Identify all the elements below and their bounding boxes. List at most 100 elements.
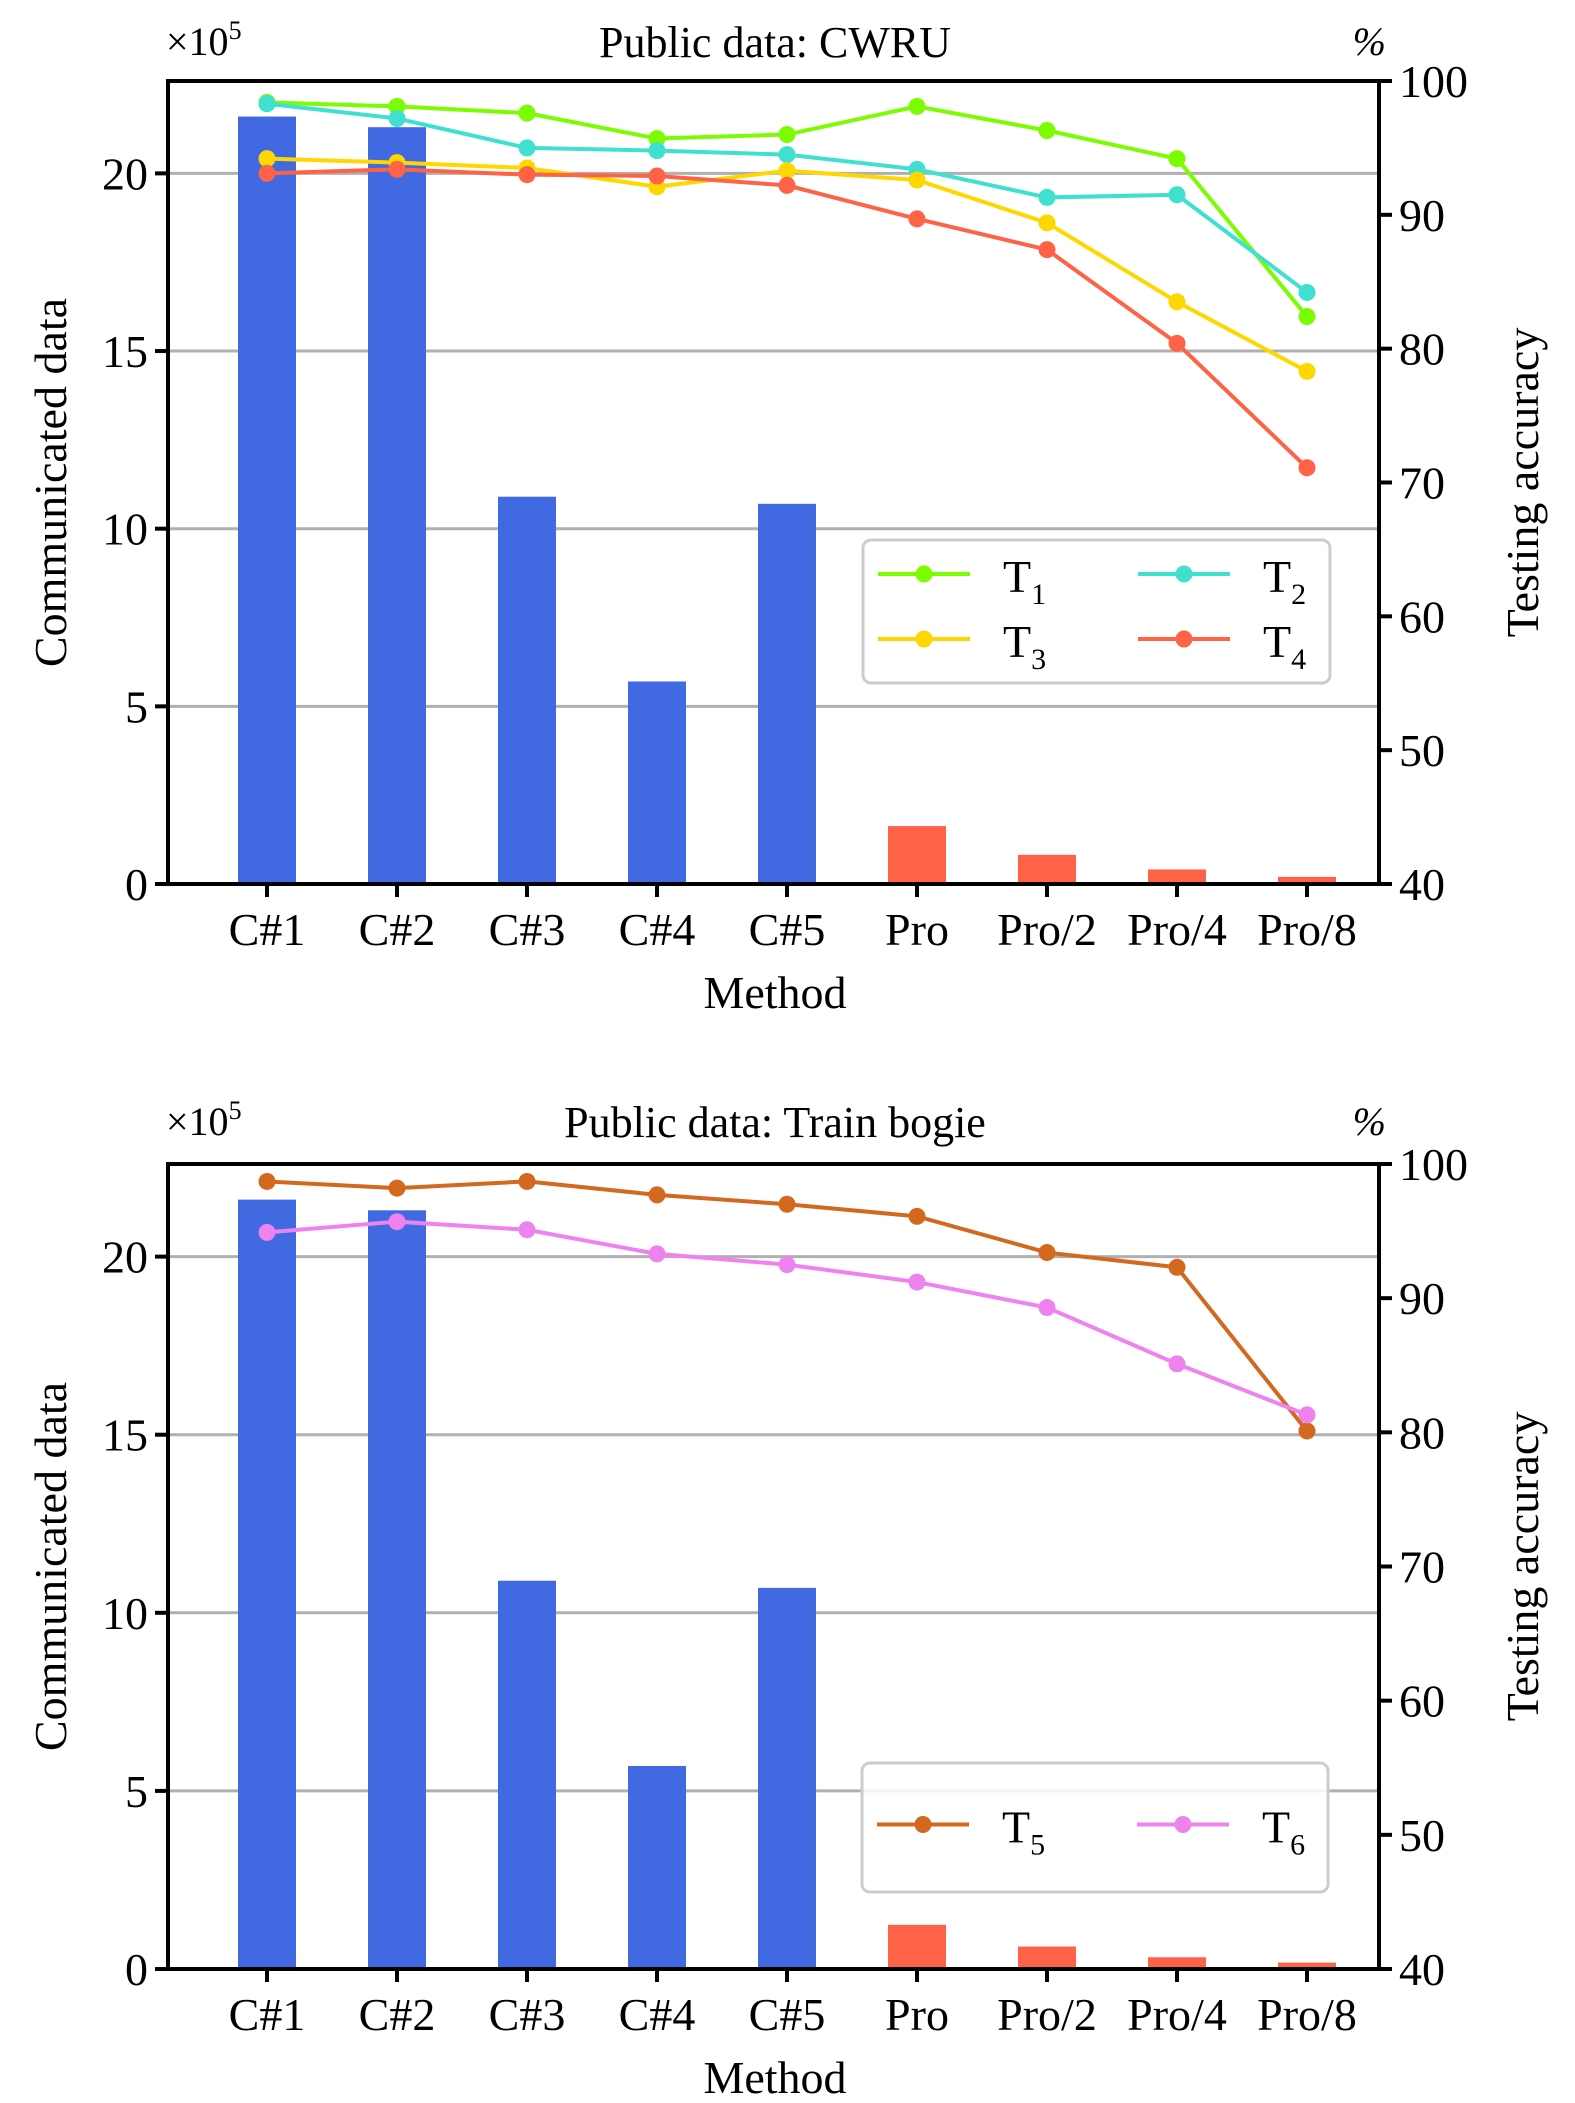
legend-label: T5	[1002, 1802, 1045, 1862]
point-t5-c-3	[518, 1172, 536, 1190]
point-t6-pro	[908, 1273, 926, 1291]
point-t1-c-4	[648, 130, 666, 148]
right-tick-label: 100	[1399, 1139, 1468, 1190]
point-t1-pro	[908, 97, 926, 115]
right-tick-label: 60	[1399, 1676, 1445, 1727]
legend-marker	[1174, 1816, 1192, 1833]
point-t5-c-1	[258, 1172, 276, 1190]
point-t5-pro	[908, 1207, 926, 1225]
legend-label-subscript: 3	[1031, 643, 1046, 676]
bar-pro-8	[1278, 1962, 1336, 1969]
right-tick-label: 80	[1399, 324, 1445, 375]
legend-label-subscript: 2	[1291, 578, 1306, 611]
x-tick-label: Pro/2	[997, 1989, 1097, 2040]
bars	[238, 1199, 1336, 1969]
legend: T5 T6	[860, 1761, 1330, 1894]
multiplier-exponent: 5	[229, 16, 242, 45]
x-axis-label: Method	[703, 967, 846, 1018]
point-t5-c-5	[778, 1195, 796, 1213]
point-t6-c-1	[258, 1223, 276, 1241]
axes: 0 5 10 15 20 40 50 60 70 80 90 100 C#1 C#2 C#3 C#4 C#5 Pr…	[102, 56, 1468, 955]
x-tick-label: Pro/8	[1257, 1989, 1357, 2040]
right-tick-label: 70	[1399, 458, 1445, 509]
right-tick-label: 60	[1399, 591, 1445, 642]
right-axis-unit: %	[1353, 19, 1386, 64]
legend-marker	[1175, 630, 1193, 648]
x-tick-label: C#1	[229, 1989, 306, 2040]
point-t2-pro-8	[1298, 283, 1316, 301]
point-t4-pro-4	[1168, 334, 1186, 352]
legend-box	[861, 538, 1332, 685]
point-t4-pro-8	[1298, 459, 1316, 477]
point-t3-c-5	[778, 162, 796, 180]
point-t5-pro-4	[1168, 1258, 1186, 1276]
point-t3-c-1	[258, 150, 276, 168]
x-tick-label: Pro/8	[1257, 904, 1357, 955]
point-t1-pro-4	[1168, 150, 1186, 168]
x-tick-label: C#1	[229, 904, 306, 955]
point-t6-pro-8	[1298, 1406, 1316, 1424]
legend-label: T3	[1003, 616, 1046, 676]
point-t4-pro	[908, 210, 926, 228]
legend-item-t5: T5	[877, 1802, 1045, 1862]
point-t3-pro-2	[1038, 214, 1056, 232]
x-tick-label: Pro/4	[1127, 1989, 1227, 2040]
point-t4-c-2	[388, 160, 406, 178]
point-t1-c-5	[778, 126, 796, 144]
point-t5-c-4	[648, 1186, 666, 1204]
legend-label-name: T	[1003, 616, 1031, 667]
legend-item-t1: T1	[878, 551, 1046, 611]
legend-item-t4: T4	[1138, 616, 1306, 676]
point-t5-pro-2	[1038, 1244, 1056, 1262]
point-t3-pro-8	[1298, 362, 1316, 380]
legend-box	[860, 1761, 1330, 1894]
point-t2-pro-4	[1168, 186, 1186, 204]
left-tick-label: 5	[125, 681, 148, 732]
point-t6-c-5	[778, 1256, 796, 1274]
point-t6-pro-2	[1038, 1299, 1056, 1317]
bar-c-4	[628, 1765, 686, 1969]
bar-c-4	[628, 681, 686, 884]
point-t1-c-3	[518, 104, 536, 122]
bar-c-5	[758, 1587, 816, 1969]
multiplier-base: ×10	[166, 19, 229, 64]
bar-pro-2	[1018, 854, 1076, 884]
right-axis-unit: %	[1353, 1099, 1386, 1144]
right-tick-label: 100	[1399, 56, 1468, 107]
legend-marker	[1175, 565, 1193, 583]
point-t1-pro-2	[1038, 122, 1056, 140]
bar-c-1	[238, 1199, 296, 1969]
point-t2-c-1	[258, 95, 276, 113]
point-t6-c-3	[518, 1221, 536, 1239]
multiplier-exponent: 5	[229, 1096, 242, 1125]
bar-c-3	[498, 1580, 556, 1969]
point-t4-c-5	[778, 176, 796, 194]
point-t5-c-2	[388, 1179, 406, 1197]
point-t1-c-2	[388, 97, 406, 115]
x-tick-label: C#5	[749, 1989, 826, 2040]
legend-label: T6	[1262, 1802, 1305, 1862]
point-t3-pro-4	[1168, 293, 1186, 311]
left-tick-label: 15	[102, 1410, 148, 1461]
x-tick-label: Pro	[885, 904, 949, 955]
legend-label-name: T	[1262, 1802, 1290, 1853]
point-t2-pro-2	[1038, 188, 1056, 206]
legend-item-t3: T3	[878, 616, 1046, 676]
left-tick-label: 10	[102, 1588, 148, 1639]
point-t4-c-4	[648, 167, 666, 185]
right-tick-label: 70	[1399, 1542, 1445, 1593]
multiplier-base: ×10	[166, 1099, 229, 1144]
left-tick-label: 5	[125, 1766, 148, 1817]
point-t2-c-4	[648, 142, 666, 160]
left-tick-label: 0	[125, 1944, 148, 1995]
left-axis-label: Communicated data	[25, 1382, 76, 1751]
x-tick-label: C#5	[749, 904, 826, 955]
legend-label-subscript: 5	[1030, 1829, 1045, 1862]
point-t4-pro-2	[1038, 241, 1056, 259]
point-t4-c-3	[518, 166, 536, 184]
point-t2-c-5	[778, 146, 796, 164]
right-tick-label: 50	[1399, 725, 1445, 776]
legend-item-t2: T2	[1138, 551, 1306, 611]
